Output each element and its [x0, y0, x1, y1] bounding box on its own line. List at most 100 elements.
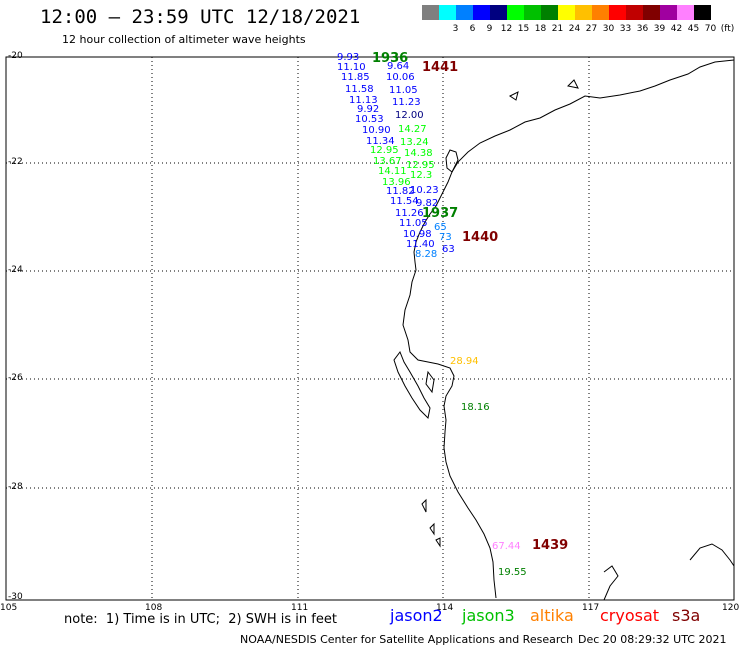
swh-observation: 11.58: [345, 84, 374, 95]
legend-label: 42: [670, 24, 683, 34]
footnote: note: 1) Time is in UTC; 2) SWH is in fe…: [64, 612, 337, 627]
swh-observation: 11.34: [366, 136, 395, 147]
satellite-s3a: s3a: [672, 606, 701, 625]
legend-label: 6: [469, 24, 476, 34]
pass-time-label: 1440: [462, 230, 499, 245]
lat-label: -24: [8, 265, 23, 275]
pass-time-label: 1936: [372, 51, 409, 66]
lat-label: -22: [8, 157, 23, 167]
satellite-altika: altika: [530, 606, 574, 625]
swh-observation: 14.27: [398, 124, 427, 135]
map-title: 12:00 – 23:59 UTC 12/18/2021: [40, 6, 361, 28]
legend-swatch: [575, 5, 592, 20]
legend-swatch: [439, 5, 456, 20]
legend-swatch: [677, 5, 694, 20]
lon-label: 120: [722, 603, 740, 613]
lon-label: 114: [436, 603, 454, 613]
lon-label: 108: [145, 603, 163, 613]
swh-observation: 11.85: [341, 72, 370, 83]
swh-observation: 10.06: [386, 72, 415, 83]
legend-swatch: [558, 5, 575, 20]
legend-swatch: [609, 5, 626, 20]
swh-observation: 73: [439, 232, 452, 243]
swh-observation: 18.16: [461, 402, 490, 413]
pass-time-label: 1937: [422, 206, 459, 221]
lat-label: -20: [8, 51, 23, 61]
map-frame: [5, 56, 735, 601]
lon-label: 111: [291, 603, 309, 613]
lat-label: -28: [8, 482, 23, 492]
swh-observation: 10.53: [355, 114, 384, 125]
swh-observation: 9.64: [387, 61, 410, 72]
swh-observation: 11.54: [390, 196, 419, 207]
swh-observation: 63: [442, 244, 455, 255]
swh-observation: 13.67: [373, 156, 402, 167]
legend-label: 3: [452, 24, 459, 34]
graticule: [6, 57, 734, 600]
swh-observation: 14.11: [378, 166, 407, 177]
generated-timestamp: Dec 20 08:29:32 UTC 2021: [578, 633, 727, 646]
swh-observation: 11.10: [337, 62, 366, 73]
legend-label: (ft): [720, 24, 735, 34]
legend-label: 12: [500, 24, 513, 34]
swh-observation: 12.3: [410, 170, 433, 181]
swh-observation: 9.92: [357, 104, 380, 115]
legend-swatch: [541, 5, 558, 20]
legend-swatch: [626, 5, 643, 20]
swh-observation: 11.05: [399, 218, 428, 229]
legend-label: 21: [551, 24, 564, 34]
swh-observation: 65: [434, 222, 447, 233]
coastline: [393, 59, 735, 601]
swh-observation: 11.05: [389, 85, 418, 96]
swh-observation: 10.23: [410, 185, 439, 196]
legend-label: 30: [602, 24, 615, 34]
lat-label: -30: [8, 592, 23, 602]
swh-observation: 11.40: [406, 239, 435, 250]
lat-label: -26: [8, 373, 23, 383]
credit-line: NOAA/NESDIS Center for Satellite Applica…: [240, 633, 574, 646]
swh-observation: 11.82: [386, 186, 415, 197]
swh-observation: 10.98: [403, 229, 432, 240]
legend-swatch: [456, 5, 473, 20]
legend-swatch: [422, 5, 439, 20]
lon-label: 117: [582, 603, 600, 613]
legend-label: 24: [568, 24, 581, 34]
swh-observation: 19.55: [498, 567, 527, 578]
legend-label: 70: [704, 24, 717, 34]
legend-label: 45: [687, 24, 700, 34]
legend-label: 15: [517, 24, 530, 34]
legend-label: 9: [486, 24, 493, 34]
legend-label: 33: [619, 24, 632, 34]
swh-observation: 67.44: [492, 541, 521, 552]
swh-observation: 12.00: [395, 110, 424, 121]
satellite-jason2: jason2: [390, 606, 443, 625]
legend-swatch: [592, 5, 609, 20]
lon-label: 105: [0, 603, 18, 613]
satellite-jason3: jason3: [462, 606, 515, 625]
swh-observation: 8.28: [415, 249, 438, 260]
swh-observation: 9.82: [416, 198, 439, 209]
legend-swatch: [507, 5, 524, 20]
swh-observation: 9.93: [337, 52, 360, 63]
legend-swatch: [473, 5, 490, 20]
legend-label: 27: [585, 24, 598, 34]
satellite-cryosat: cryosat: [600, 606, 660, 625]
map-subtitle: 12 hour collection of altimeter wave hei…: [62, 33, 306, 46]
pass-time-label: 1439: [532, 538, 569, 553]
legend-swatch: [643, 5, 660, 20]
legend-label: 36: [636, 24, 649, 34]
legend-label: 39: [653, 24, 666, 34]
swh-observation: 13.96: [382, 177, 411, 188]
legend-label: 18: [534, 24, 547, 34]
swh-observation: 10.90: [362, 125, 391, 136]
swh-observation: 11.13: [349, 95, 378, 106]
legend-swatch: [660, 5, 677, 20]
legend-swatch: [694, 5, 711, 20]
swh-observation: 14.38: [404, 148, 433, 159]
legend-swatch: [490, 5, 507, 20]
legend-swatch: [524, 5, 541, 20]
swh-observation: 11.26: [395, 208, 424, 219]
pass-time-label: 1441: [422, 60, 459, 75]
swh-observation: 12.95: [370, 145, 399, 156]
